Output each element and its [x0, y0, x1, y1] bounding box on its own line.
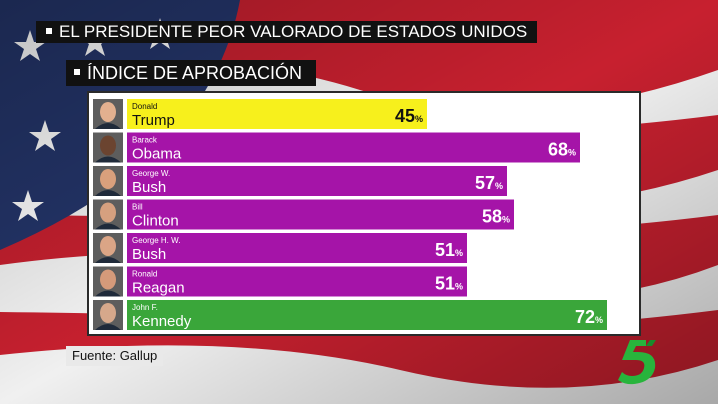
bar	[127, 166, 507, 196]
president-photo	[93, 99, 123, 129]
president-photo	[93, 300, 123, 330]
bar-first-name: Ronald	[132, 270, 157, 279]
source-caption: Fuente: Gallup	[66, 346, 164, 366]
photo-face	[100, 135, 116, 156]
bar	[127, 300, 607, 330]
photo-face	[100, 303, 116, 323]
bar-value-label: 45%	[395, 106, 423, 126]
president-photo	[93, 199, 123, 230]
chart-title-text: ÍNDICE DE APROBACIÓN	[87, 63, 303, 83]
bar-last-name: Bush	[132, 179, 166, 196]
bar-value-label: 57%	[475, 173, 503, 193]
president-photo	[93, 233, 123, 263]
photo-suit	[95, 156, 121, 163]
bar-first-name: George H. W.	[132, 236, 180, 245]
bar-first-name: George W.	[132, 169, 170, 178]
headline-banner: EL PRESIDENTE PEOR VALORADO DE ESTADOS U…	[36, 21, 538, 43]
bar	[127, 233, 467, 263]
bar-first-name: Bill	[132, 203, 143, 212]
photo-suit	[95, 123, 121, 129]
bar-last-name: Clinton	[132, 213, 179, 230]
bar	[127, 99, 427, 129]
photo-face	[100, 269, 116, 290]
bar-last-name: Kennedy	[132, 313, 192, 330]
bar-last-name: Bush	[132, 246, 166, 263]
president-photo	[93, 132, 123, 163]
bar-last-name: Trump	[132, 112, 175, 129]
chart-title-banner: ÍNDICE DE APROBACIÓN	[66, 60, 317, 86]
president-photo	[93, 266, 123, 297]
bar-value-label: 51%	[435, 240, 463, 260]
photo-face	[100, 169, 116, 189]
photo-suit	[95, 223, 121, 230]
bar	[127, 266, 467, 297]
bar-first-name: John F.	[132, 303, 158, 312]
bar-value-label: 68%	[548, 140, 576, 160]
bar-value-label: 58%	[482, 207, 510, 227]
chart-panel: Donald Trump 45% Barack Obama 68% George W. Bus…	[87, 91, 641, 336]
photo-suit	[95, 257, 121, 263]
bullet-square-icon	[74, 69, 80, 76]
photo-face	[100, 236, 116, 256]
bar-value-label: 72%	[575, 307, 603, 327]
president-photo	[93, 166, 123, 196]
bar	[127, 199, 514, 230]
lasexta-logo	[618, 340, 656, 385]
photo-suit	[95, 190, 121, 196]
bullet-square-icon	[46, 27, 52, 34]
bar-value-label: 51%	[435, 274, 463, 294]
bar-first-name: Barack	[132, 136, 158, 145]
bar-last-name: Reagan	[132, 280, 185, 297]
headline-text: EL PRESIDENTE PEOR VALORADO DE ESTADOS U…	[59, 22, 528, 41]
photo-suit	[95, 290, 121, 297]
photo-suit	[95, 324, 121, 330]
photo-face	[100, 202, 116, 223]
photo-face	[100, 102, 116, 122]
bar-first-name: Donald	[132, 102, 157, 111]
bar-last-name: Obama	[132, 146, 182, 163]
bar	[127, 132, 580, 163]
